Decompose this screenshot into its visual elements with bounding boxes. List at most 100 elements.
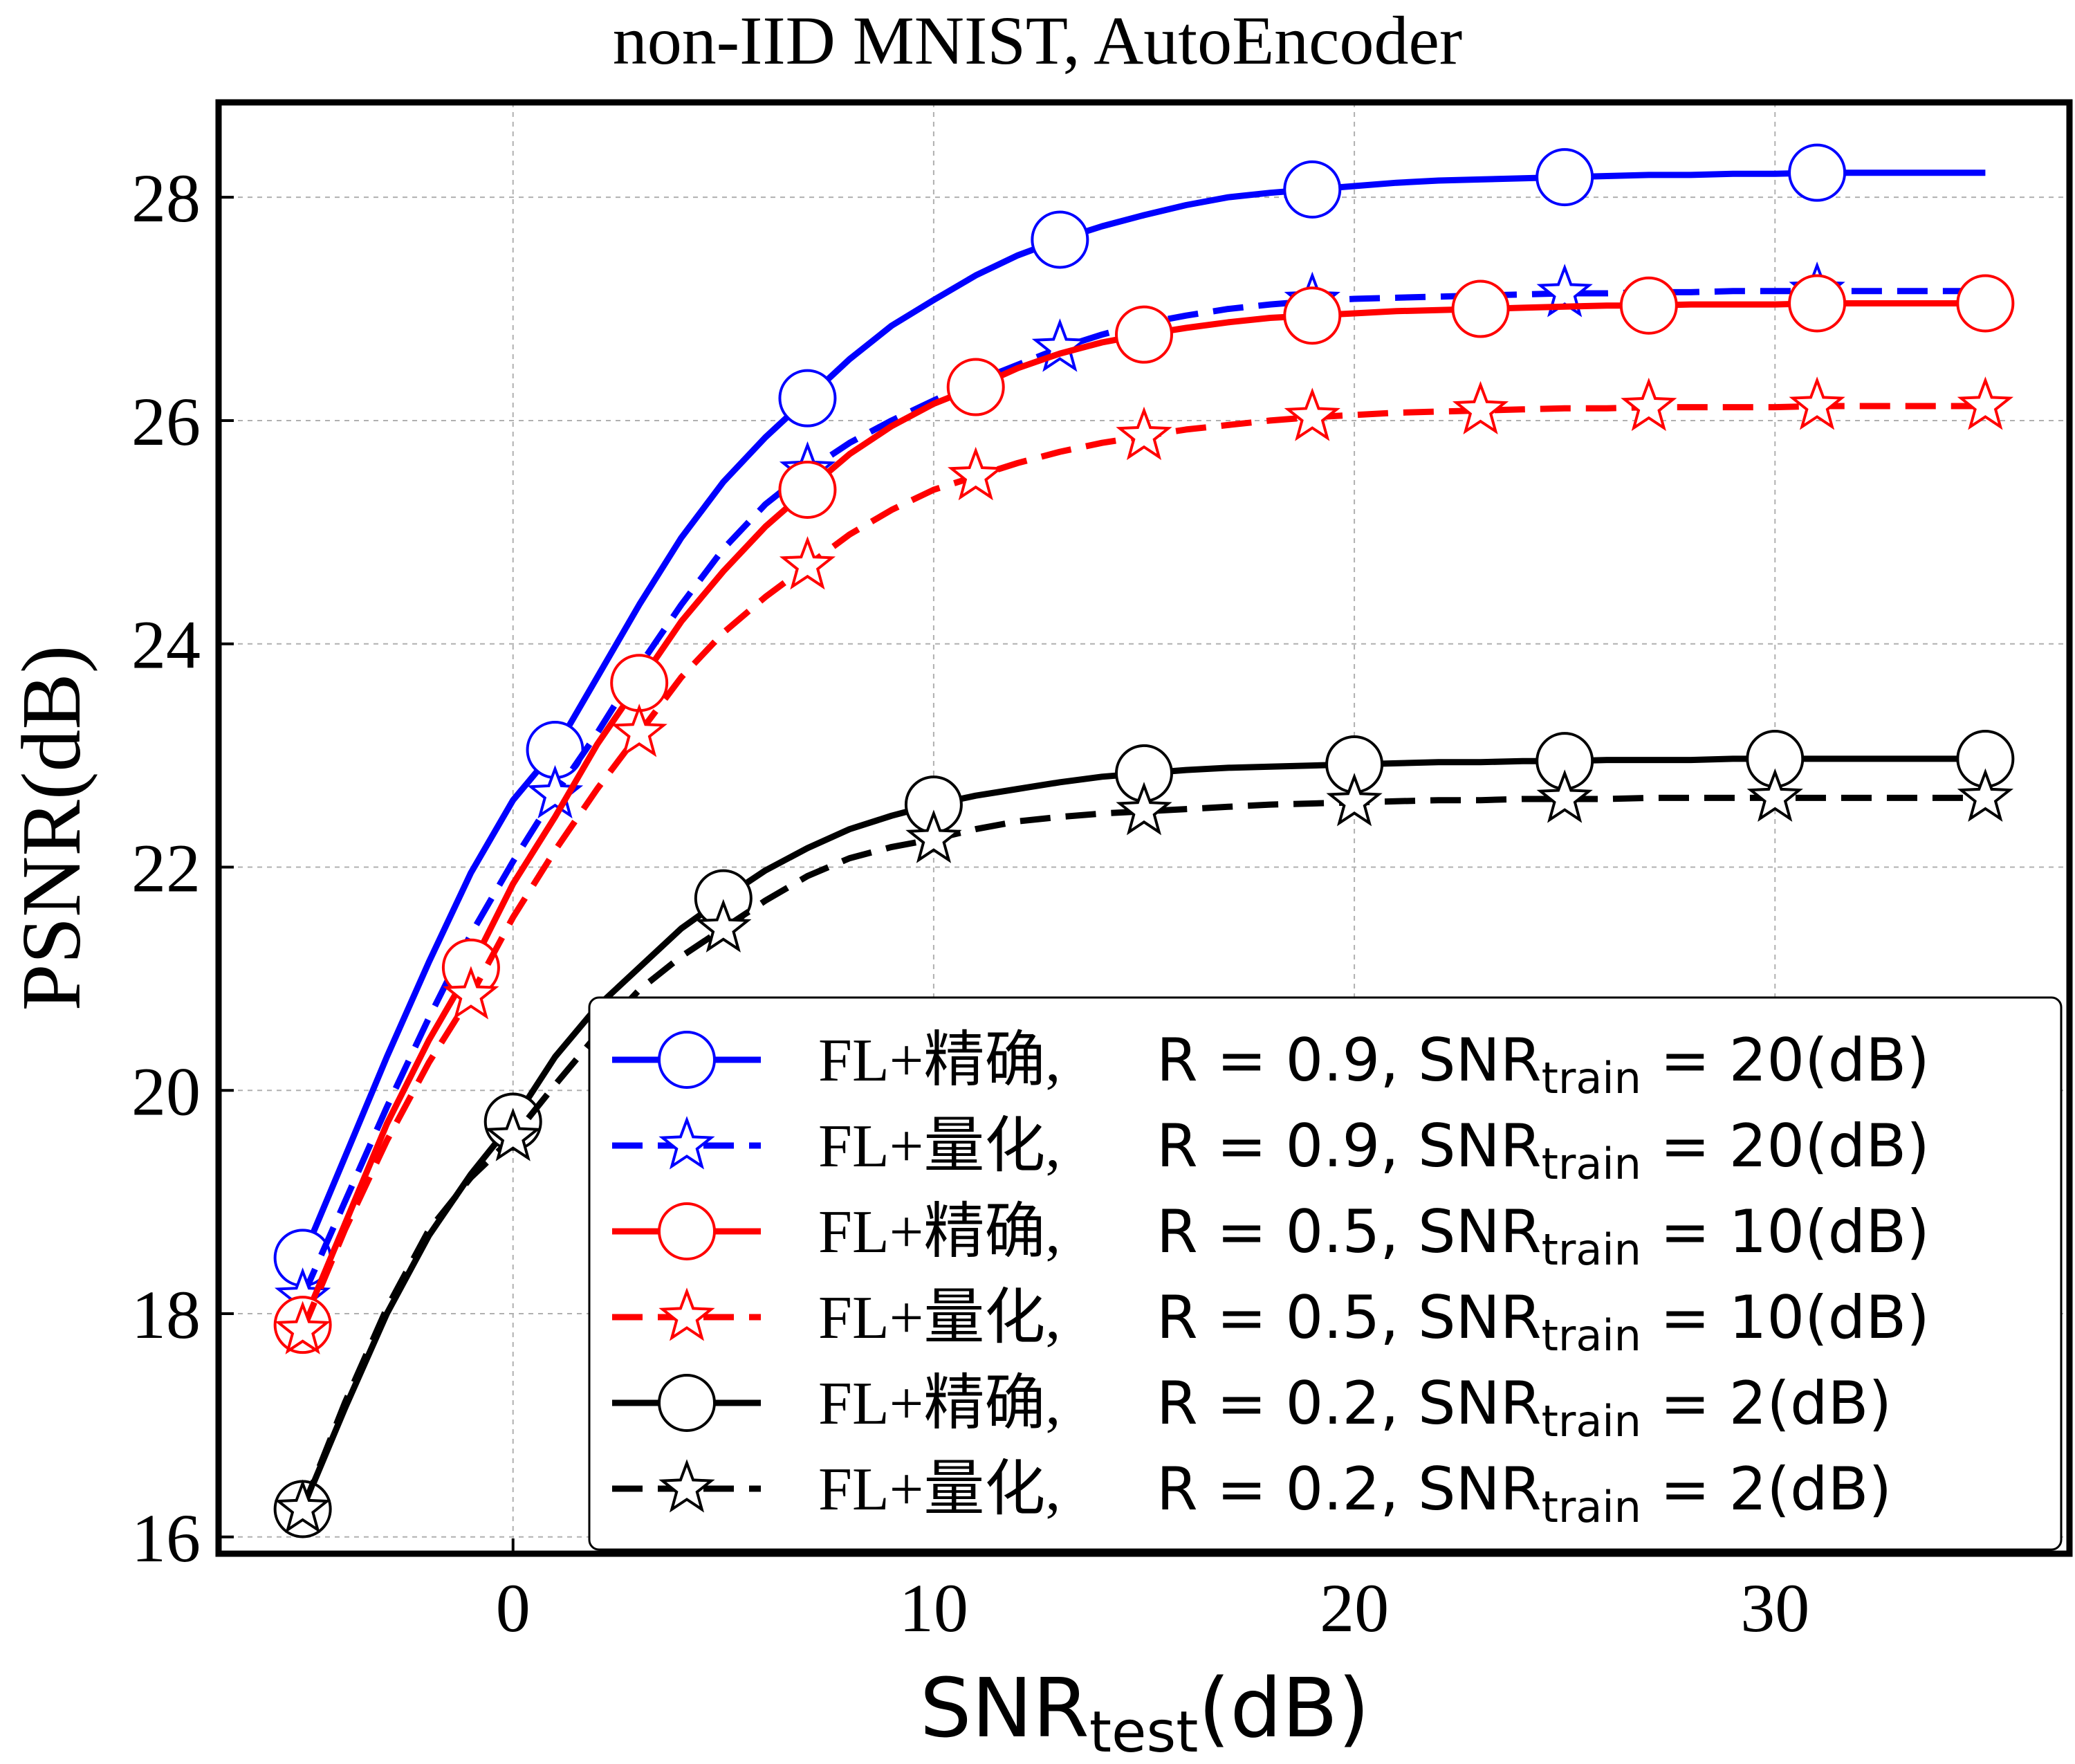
x-axis-label: SNRtest(dB) — [920, 1660, 1370, 1764]
legend-snr: SNR — [1418, 1455, 1542, 1524]
y-axis-label: PSNR(dB) — [5, 645, 98, 1011]
y-tick-label: 28 — [131, 160, 201, 237]
series-point — [1116, 782, 1172, 836]
x-tick-label: 10 — [899, 1570, 968, 1646]
y-tick-label: 22 — [131, 829, 201, 906]
series-6 — [274, 768, 2014, 1534]
legend-method-label: FL+精确, — [818, 1370, 1060, 1437]
legend-marker — [658, 1116, 715, 1170]
legend-method-label: FL+量化, — [818, 1113, 1060, 1180]
series-point — [274, 1301, 331, 1354]
x-tick-label: 20 — [1320, 1570, 1389, 1646]
legend-method-label: FL+量化, — [818, 1456, 1060, 1523]
series-point — [1451, 279, 1510, 338]
legend-tail: = 20(dB) — [1641, 1112, 1930, 1181]
series-point — [1283, 286, 1342, 345]
series-point — [779, 535, 836, 590]
legend-snr-sub: train — [1542, 1224, 1641, 1275]
series-point — [1619, 276, 1678, 335]
legend-snr: SNR — [1418, 1283, 1542, 1352]
legend-snr: SNR — [1418, 1112, 1542, 1181]
legend-entry: FL+精确, R = 0.2, SNRtrain = 2(dB) — [612, 1369, 1892, 1446]
series-point — [1788, 143, 1847, 202]
series-point — [1031, 318, 1089, 372]
series-4 — [274, 376, 2014, 1354]
legend-param-label: R = 0.9, SNRtrain = 20(dB) — [1156, 1026, 1930, 1103]
series-point — [778, 461, 837, 520]
series-point — [1746, 768, 1803, 823]
series-point — [1536, 769, 1593, 823]
x-axis-label-unit: (dB) — [1198, 1660, 1370, 1756]
series-point — [1956, 274, 2015, 333]
series-point — [1326, 773, 1383, 827]
legend-snr: SNR — [1418, 1197, 1542, 1267]
series-point — [610, 654, 669, 713]
legend-entry: FL+精确, R = 0.5, SNRtrain = 10(dB) — [612, 1197, 1930, 1275]
series-point — [1957, 376, 2014, 430]
legend-box — [588, 996, 2063, 1551]
series-point — [1116, 406, 1172, 461]
legend-marker — [658, 1031, 716, 1089]
series-point — [1031, 210, 1089, 269]
legend-snr-sub: train — [1542, 1139, 1641, 1189]
legend-snr-sub: train — [1542, 1053, 1641, 1103]
legend-entry: FL+精确, R = 0.9, SNRtrain = 20(dB) — [612, 1026, 1930, 1103]
legend-marker — [658, 1202, 716, 1260]
legend-param-label: R = 0.5, SNRtrain = 10(dB) — [1156, 1283, 1930, 1361]
series-point — [905, 809, 962, 863]
y-tick-label: 26 — [131, 383, 201, 460]
x-tick-label: 0 — [496, 1570, 531, 1646]
legend-marker — [658, 1287, 715, 1341]
series-point — [485, 1108, 542, 1161]
legend-snr: SNR — [1418, 1026, 1542, 1095]
legend-tail: = 2(dB) — [1641, 1369, 1892, 1438]
legend-r: R = 0.5, — [1156, 1197, 1418, 1267]
legend-entry: FL+量化, R = 0.5, SNRtrain = 10(dB) — [612, 1283, 1930, 1361]
series-point — [778, 369, 837, 428]
series-point — [611, 704, 667, 757]
legend-tail: = 10(dB) — [1641, 1283, 1930, 1352]
legend-method-label: FL+精确, — [818, 1199, 1060, 1266]
tick-layer: 0 10 20 30 16 18 20 22 24 26 28 — [131, 160, 1809, 1646]
legend: FL+精确, R = 0.9, SNRtrain = 20(dB)FL+量化, R … — [588, 996, 2063, 1551]
y-tick-label: 18 — [131, 1276, 201, 1353]
legend-marker — [658, 1374, 716, 1432]
legend-param-label: R = 0.9, SNRtrain = 20(dB) — [1156, 1112, 1930, 1189]
series-point — [1284, 387, 1340, 441]
x-axis-label-sub: test — [1089, 1700, 1198, 1764]
legend-r: R = 0.9, — [1156, 1112, 1418, 1181]
legend-param-label: R = 0.2, SNRtrain = 2(dB) — [1156, 1455, 1892, 1532]
y-tick-label: 24 — [131, 607, 201, 683]
legend-param-label: R = 0.5, SNRtrain = 10(dB) — [1156, 1197, 1930, 1275]
series-point — [1957, 768, 2014, 823]
legend-r: R = 0.2, — [1156, 1455, 1418, 1524]
x-axis-label-main: SNR — [920, 1660, 1089, 1756]
chart-title: non-IID MNIST, AutoEncoder — [613, 2, 1462, 79]
legend-r: R = 0.9, — [1156, 1026, 1418, 1095]
legend-param-label: R = 0.2, SNRtrain = 2(dB) — [1156, 1369, 1892, 1446]
legend-snr-sub: train — [1542, 1310, 1641, 1361]
legend-tail: = 2(dB) — [1641, 1455, 1892, 1524]
series-point — [1283, 160, 1342, 219]
legend-method-label: FL+精确, — [818, 1027, 1060, 1094]
series-point — [1536, 148, 1594, 207]
x-tick-label: 30 — [1740, 1570, 1809, 1646]
y-tick-label: 16 — [131, 1500, 201, 1577]
series-point — [443, 966, 499, 1020]
y-tick-label: 20 — [131, 1053, 201, 1130]
legend-r: R = 0.2, — [1156, 1369, 1418, 1438]
legend-method-label: FL+量化, — [818, 1285, 1060, 1352]
series-3 — [273, 274, 2015, 1354]
series-point — [1452, 380, 1509, 435]
series-point — [274, 1479, 331, 1534]
series-point — [695, 899, 752, 953]
legend-tail: = 20(dB) — [1641, 1026, 1930, 1095]
legend-snr-sub: train — [1542, 1482, 1641, 1532]
plot-frame — [215, 99, 2073, 1557]
series-point — [1621, 377, 1677, 432]
legend-snr-sub: train — [1542, 1396, 1641, 1446]
series-point — [1789, 376, 1845, 430]
legend-marker — [658, 1459, 715, 1513]
series-point — [948, 446, 1004, 501]
